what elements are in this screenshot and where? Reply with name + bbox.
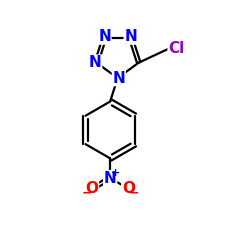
Text: N: N <box>124 29 137 44</box>
Text: O: O <box>122 181 135 196</box>
Text: N: N <box>104 171 117 186</box>
Text: O: O <box>86 181 98 196</box>
Text: Cl: Cl <box>168 40 184 56</box>
Text: N: N <box>98 29 111 44</box>
Text: −: − <box>128 186 139 200</box>
Text: +: + <box>110 168 120 178</box>
Text: N: N <box>112 70 125 86</box>
Text: −: − <box>81 186 92 200</box>
Text: N: N <box>89 55 102 70</box>
